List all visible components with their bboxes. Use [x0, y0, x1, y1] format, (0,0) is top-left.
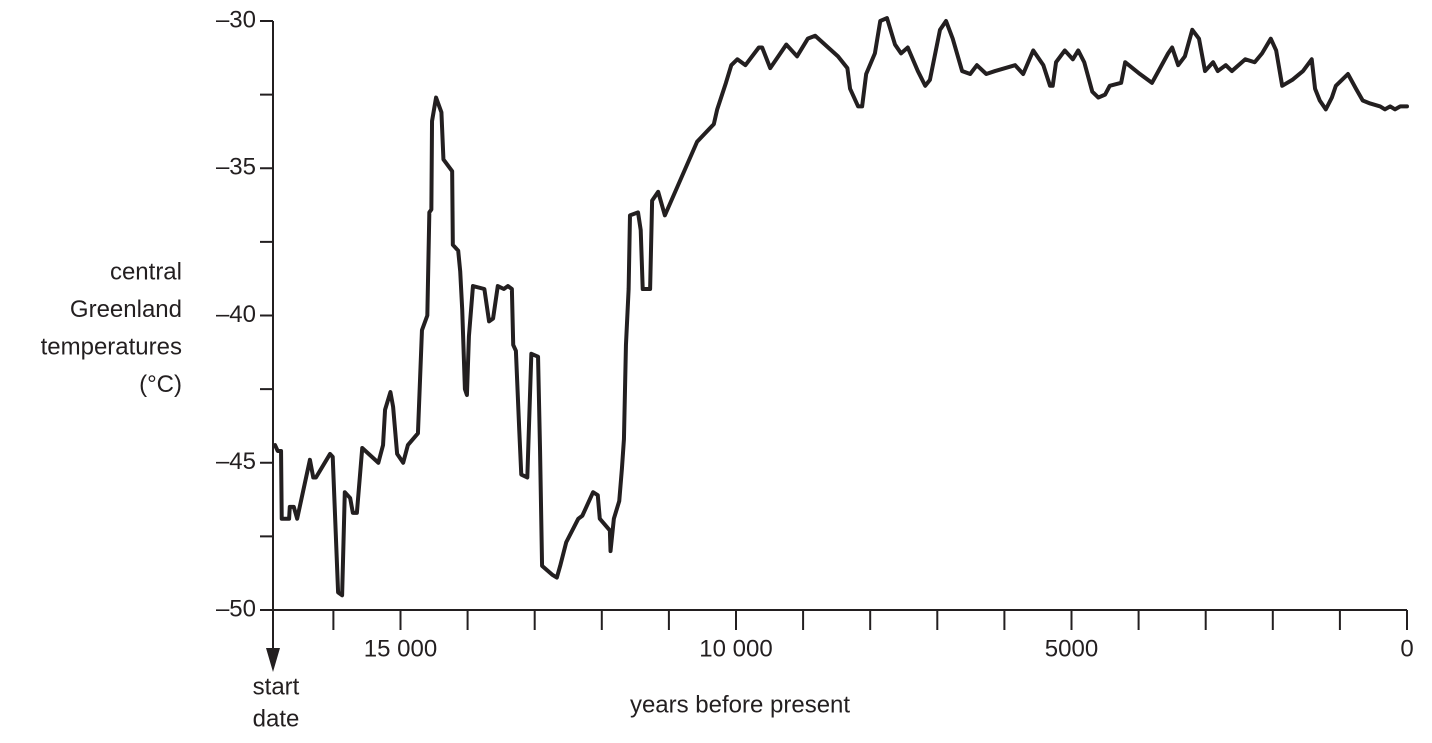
x-tick-label: 10 000 [699, 635, 772, 662]
x-tick-label: 0 [1400, 635, 1413, 662]
x-tick-label: 15 000 [364, 635, 437, 662]
annotation: date [253, 705, 300, 732]
x-axis-label: years before present [630, 691, 850, 718]
y-axis-label: central [110, 258, 182, 285]
annotation: start [253, 673, 300, 700]
annotation-arrowhead [266, 648, 280, 672]
y-tick-label: –50 [216, 595, 256, 622]
y-axis-label: temperatures [41, 333, 182, 360]
y-axis-label: Greenland [70, 296, 182, 323]
y-tick-label: –45 [216, 448, 256, 475]
y-axis-label: (°C) [139, 371, 182, 398]
y-tick-label: –35 [216, 154, 256, 181]
y-tick-label: –30 [216, 6, 256, 33]
data-line [273, 16, 1409, 598]
x-tick-label: 5000 [1045, 635, 1098, 662]
y-tick-label: –40 [216, 301, 256, 328]
